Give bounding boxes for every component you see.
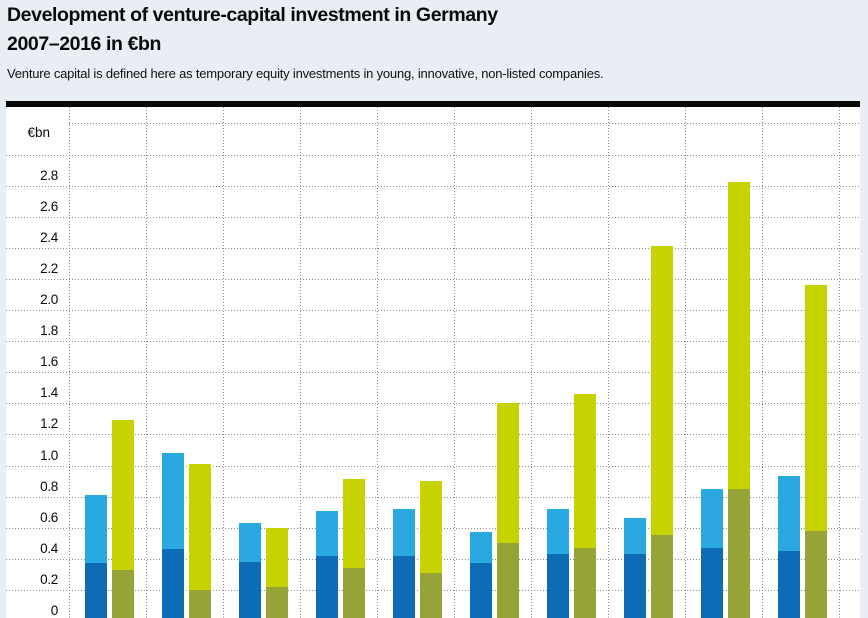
horizontal-gridline bbox=[6, 185, 860, 187]
horizontal-gridline bbox=[6, 465, 860, 467]
horizontal-gridline bbox=[69, 123, 860, 125]
bar-segment-2009-green-lower bbox=[266, 586, 288, 618]
bar-segment-2012-green-upper bbox=[497, 403, 519, 544]
y-axis-tick-label: 0 bbox=[50, 603, 59, 618]
chart-plot-area: €bn 0 0.2 0.4 0.6 0.8 1.0 1.2 1.4 1.6 1.8 2.0 2.2 2.… bbox=[6, 107, 860, 618]
y-axis-tick-label: 2.6 bbox=[40, 198, 58, 214]
bar-segment-2014-green-lower bbox=[651, 535, 673, 618]
bar-segment-2009-green-upper bbox=[266, 527, 288, 587]
y-axis-tick-label: 2.4 bbox=[40, 229, 58, 245]
y-axis-tick-label: 1.0 bbox=[40, 447, 58, 463]
vertical-gridline bbox=[685, 107, 686, 618]
horizontal-gridline bbox=[6, 434, 860, 436]
bar-segment-2015-green-lower bbox=[728, 488, 750, 618]
bar-segment-2007-green-lower bbox=[112, 569, 134, 618]
y-axis-tick-label: 0.6 bbox=[40, 509, 58, 525]
bar-segment-2012-blue-upper bbox=[470, 532, 492, 564]
bar-segment-2011-green-lower bbox=[420, 572, 442, 618]
horizontal-gridline bbox=[6, 403, 860, 405]
bar-segment-2015-green-upper bbox=[728, 182, 750, 489]
bar-segment-2016-blue-lower bbox=[778, 551, 800, 618]
divider-rule bbox=[6, 101, 860, 107]
y-axis-unit-label: €bn bbox=[27, 125, 50, 140]
bar-segment-2016-green-upper bbox=[805, 285, 827, 531]
bar-segment-2013-blue-upper bbox=[547, 509, 569, 555]
y-axis-tick-label: 1.6 bbox=[40, 354, 58, 370]
bar-segment-2014-blue-lower bbox=[624, 554, 646, 618]
chart-title: Development of venture-capital investmen… bbox=[0, 0, 868, 59]
vertical-gridline bbox=[839, 107, 840, 618]
bar-segment-2015-blue-lower bbox=[701, 547, 723, 618]
y-axis-tick-label: 2.0 bbox=[40, 292, 58, 307]
y-axis-tick-label: 0.2 bbox=[40, 571, 58, 587]
chart-title-line2: 2007–2016 in €bn bbox=[7, 33, 162, 55]
bar-segment-2008-green-upper bbox=[189, 463, 211, 590]
bar-segment-2011-green-upper bbox=[420, 481, 442, 573]
vertical-gridline bbox=[300, 107, 301, 618]
bar-segment-2008-green-lower bbox=[189, 589, 211, 618]
chart-title-line1: Development of venture-capital investmen… bbox=[7, 4, 498, 26]
y-axis-tick-label: 1.8 bbox=[40, 323, 58, 339]
bar-segment-2014-green-upper bbox=[651, 246, 673, 536]
chart-header: Development of venture-capital investmen… bbox=[0, 0, 868, 101]
bar-segment-2009-blue-lower bbox=[239, 561, 261, 618]
horizontal-gridline bbox=[6, 341, 860, 343]
vertical-gridline bbox=[762, 107, 763, 618]
y-axis-tick-label: 1.4 bbox=[40, 385, 58, 401]
bar-segment-2014-blue-upper bbox=[624, 518, 646, 555]
horizontal-gridline bbox=[6, 154, 860, 156]
bar-segment-2016-blue-upper bbox=[778, 476, 800, 551]
chart-subtitle: Venture capital is defined here as tempo… bbox=[7, 66, 604, 81]
bar-segment-2011-blue-upper bbox=[393, 509, 415, 556]
horizontal-gridline bbox=[6, 310, 860, 311]
y-axis-tick-label: 2.8 bbox=[40, 167, 58, 183]
bar-segment-2007-blue-lower bbox=[85, 563, 107, 618]
horizontal-gridline bbox=[6, 372, 860, 374]
bar-segment-2015-blue-upper bbox=[701, 488, 723, 548]
vertical-gridline bbox=[531, 107, 532, 618]
bar-segment-2010-blue-upper bbox=[316, 510, 338, 556]
bar-segment-2007-green-upper bbox=[112, 420, 134, 570]
horizontal-gridline bbox=[6, 278, 860, 280]
vertical-gridline bbox=[146, 107, 147, 618]
y-axis-tick-label: 2.2 bbox=[40, 260, 58, 276]
bar-segment-2013-blue-lower bbox=[547, 554, 569, 618]
bar-segment-2007-blue-upper bbox=[85, 495, 107, 564]
bar-segment-2012-blue-lower bbox=[470, 563, 492, 618]
horizontal-gridline bbox=[6, 247, 860, 249]
bar-segment-2008-blue-upper bbox=[162, 453, 184, 550]
bar-segment-2009-blue-upper bbox=[239, 523, 261, 562]
y-axis-tick-label: 1.2 bbox=[40, 416, 58, 432]
vertical-gridline bbox=[69, 107, 70, 618]
bar-segment-2010-green-lower bbox=[343, 568, 365, 618]
bar-segment-2010-blue-lower bbox=[316, 555, 338, 618]
bar-segment-2008-blue-lower bbox=[162, 549, 184, 618]
y-axis-tick-label: 0.8 bbox=[40, 478, 58, 494]
bar-segment-2013-green-upper bbox=[574, 393, 596, 548]
horizontal-gridline bbox=[6, 216, 860, 218]
vertical-gridline bbox=[377, 107, 378, 618]
vertical-gridline bbox=[454, 107, 455, 618]
bar-segment-2011-blue-lower bbox=[393, 555, 415, 618]
y-axis-tick-label: 0.4 bbox=[40, 540, 58, 556]
vertical-gridline bbox=[608, 107, 609, 618]
bar-segment-2010-green-upper bbox=[343, 479, 365, 569]
vertical-gridline bbox=[223, 107, 224, 618]
bar-segment-2016-green-lower bbox=[805, 530, 827, 618]
bar-segment-2012-green-lower bbox=[497, 543, 519, 618]
bar-segment-2013-green-lower bbox=[574, 547, 596, 618]
